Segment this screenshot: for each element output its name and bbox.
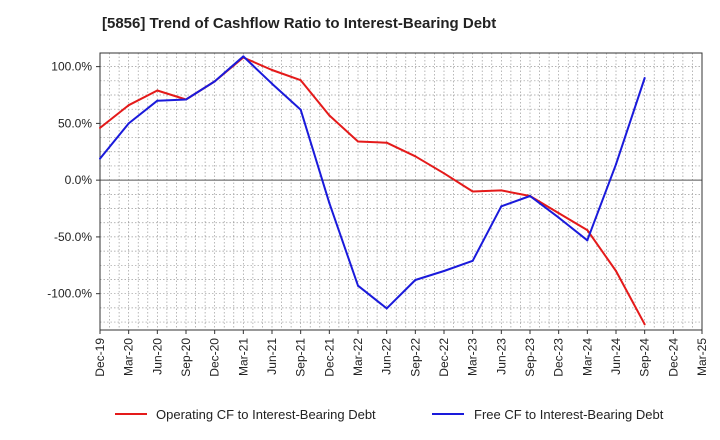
x-tick-label: Mar-21 (236, 338, 250, 376)
legend-label-2: Free CF to Interest-Bearing Debt (474, 407, 664, 422)
data-point (213, 80, 216, 83)
data-point (643, 76, 646, 79)
y-tick-label: -100.0% (47, 287, 92, 301)
plot-area (100, 53, 702, 330)
data-point (328, 201, 331, 204)
data-point (529, 195, 531, 198)
data-point (471, 190, 474, 193)
data-point (414, 155, 417, 158)
data-point (127, 122, 130, 125)
data-point (99, 126, 101, 129)
plot-border (99, 52, 703, 331)
data-point (586, 229, 589, 232)
x-tick-label: Jun-24 (609, 338, 623, 375)
x-tick-label: Dec-24 (666, 338, 680, 377)
data-point (414, 279, 417, 282)
x-tick-label: Sep-22 (408, 338, 422, 377)
data-point (615, 163, 617, 166)
x-tick-label: Mar-23 (466, 338, 480, 376)
x-tick-label: Sep-21 (294, 338, 308, 377)
series-line-2 (99, 55, 646, 310)
x-tick-label: Dec-22 (437, 338, 451, 377)
data-point (500, 205, 503, 208)
data-point (385, 141, 388, 144)
x-tick-label: Dec-19 (93, 338, 107, 377)
data-point (615, 269, 617, 272)
x-tick-label: Mar-24 (580, 338, 594, 376)
data-point (156, 99, 159, 102)
data-point (127, 104, 130, 107)
x-tick-label: Mar-22 (351, 338, 365, 376)
x-tick-label: Mar-20 (122, 338, 136, 376)
legend-label-1: Operating CF to Interest-Bearing Debt (156, 407, 376, 422)
data-point (357, 140, 359, 143)
data-point (385, 307, 388, 310)
data-point (242, 55, 245, 58)
x-tick-label: Jun-22 (380, 338, 394, 375)
x-tick-label: Dec-20 (208, 338, 222, 377)
data-point (471, 259, 474, 262)
data-point (99, 157, 101, 160)
x-tick-label: Dec-23 (552, 338, 566, 377)
y-tick-label: 100.0% (51, 60, 92, 74)
y-tick-label: 50.0% (58, 116, 92, 130)
data-point (185, 98, 187, 101)
data-point (271, 82, 273, 85)
x-tick-label: Sep-24 (638, 338, 652, 377)
x-tick-label: Mar-25 (695, 338, 709, 376)
x-tick-label: Dec-21 (322, 338, 336, 377)
data-point (443, 172, 445, 175)
x-tick-label: Sep-23 (523, 338, 537, 377)
x-tick-label: Jun-21 (265, 338, 279, 375)
data-point (586, 239, 589, 242)
x-tick-label: Jun-23 (494, 338, 508, 375)
data-point (328, 114, 331, 117)
data-point (156, 89, 159, 92)
chart-title: [5856] Trend of Cashflow Ratio to Intere… (102, 15, 497, 32)
y-tick-label: 0.0% (65, 173, 93, 187)
data-point (500, 189, 503, 192)
data-point (299, 108, 302, 111)
data-point (557, 216, 560, 219)
x-tick-label: Jun-20 (150, 338, 164, 375)
data-point (357, 284, 359, 287)
y-tick-label: -50.0% (54, 230, 92, 244)
data-point (643, 323, 646, 326)
data-point (271, 69, 273, 72)
data-point (443, 269, 445, 272)
data-point (299, 79, 302, 82)
x-tick-label: Sep-20 (179, 338, 193, 377)
data-point (557, 212, 560, 215)
